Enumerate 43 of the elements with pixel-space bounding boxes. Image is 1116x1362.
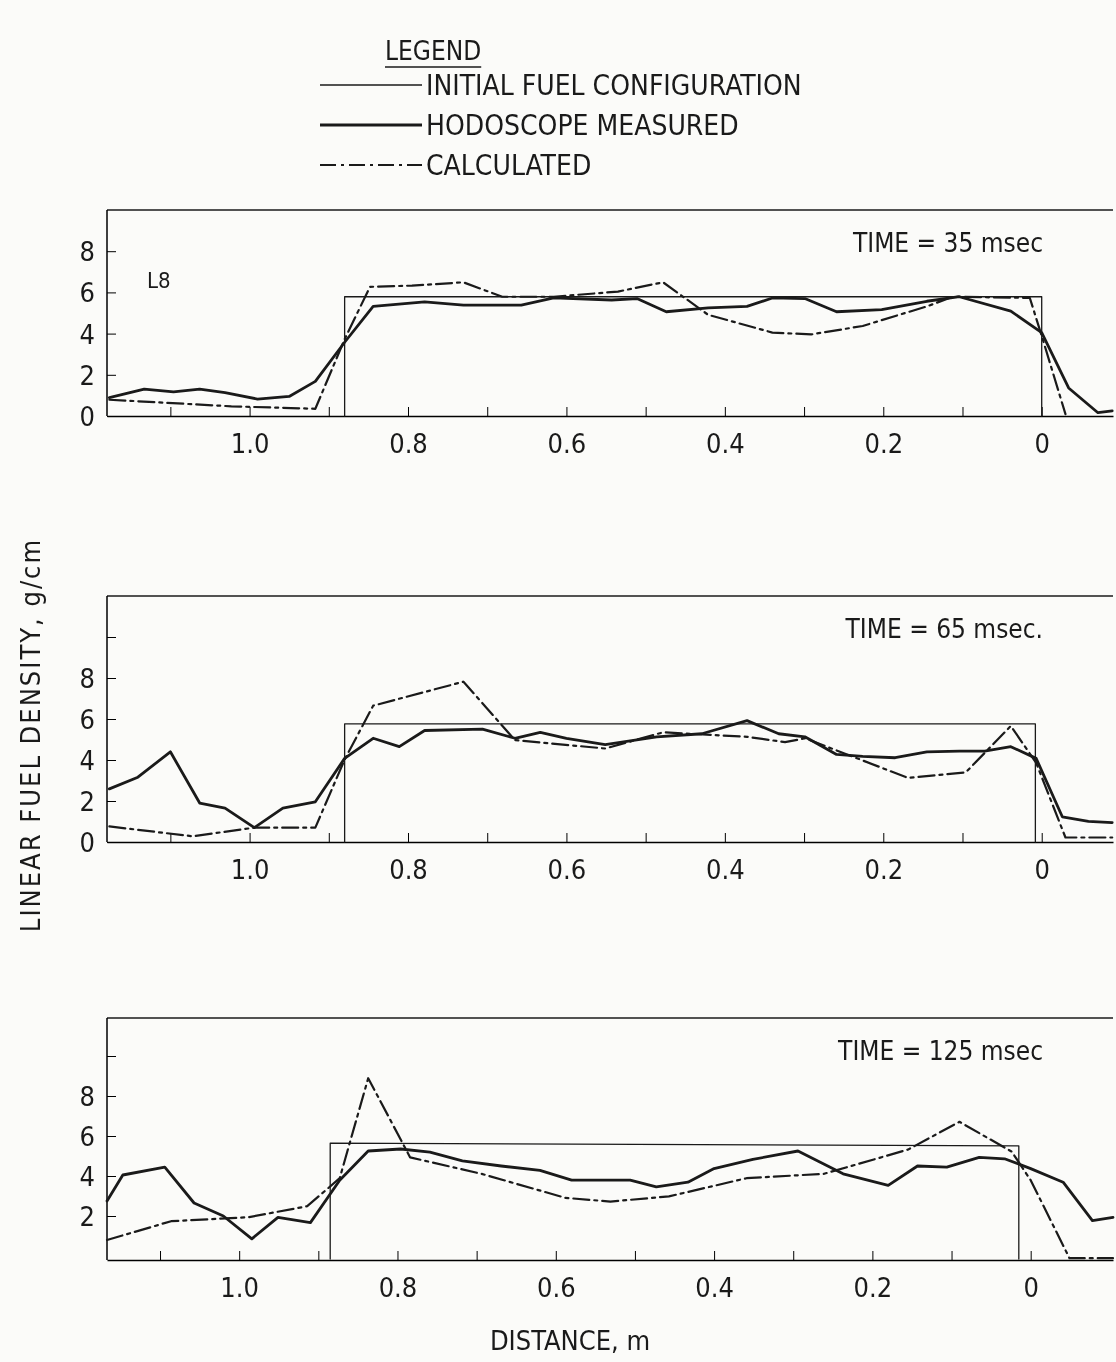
x-tick-label: 0 [1034,428,1050,460]
x-tick-label: 0.6 [547,854,587,886]
x-tick-label: 1.0 [230,428,270,460]
y-tick-label: 2 [79,359,95,391]
y-tick-label: 4 [79,1160,95,1192]
x-tick-label: 0.2 [853,1272,893,1304]
x-tick-label: 0.4 [706,428,745,460]
annotation: TIME = 35 msec [851,228,1043,258]
line-series [108,680,1114,839]
legend-label: INITIAL FUEL CONFIGURATION [426,69,802,102]
y-tick-label: 8 [79,662,95,694]
y-tick-label: 4 [79,744,95,776]
x-tick-label: 0.8 [389,428,428,460]
x-tick-label: 0.8 [378,1272,418,1304]
legend-title: LEGEND [385,36,482,66]
y-tick-label: 8 [79,236,95,268]
legend-label: CALCULATED [426,149,592,182]
x-tick-label: 0.6 [536,1272,576,1304]
x-tick-label: 0.6 [547,428,587,460]
annotation: TIME = 125 msec [837,1036,1043,1066]
y-tick-label: 0 [79,826,95,858]
x-tick-label: 0.8 [389,854,428,886]
annotation: TIME = 65 msec. [844,614,1043,644]
legend-label: HODOSCOPE MEASURED [426,109,739,142]
y-tick-label: 6 [79,277,95,309]
y-tick-label: 8 [79,1080,95,1112]
y-tick-label: 6 [79,703,95,735]
y-tick-label: 4 [79,318,95,350]
x-tick-label: 0.2 [864,854,904,886]
y-tick-label: 2 [79,1200,95,1232]
x-tick-label: 0 [1034,854,1050,886]
x-tick-label: 0.2 [864,428,904,460]
annotation: L8 [147,268,171,293]
y-tick-label: 6 [79,1120,95,1152]
x-tick-label: 1.0 [220,1272,259,1304]
x-axis-title: DISTANCE, m [489,1325,651,1356]
x-tick-label: 0.4 [706,854,745,886]
y-tick-label: 0 [79,400,95,432]
x-tick-label: 0.4 [695,1272,734,1304]
x-tick-label: 0 [1023,1272,1039,1304]
y-axis-title: LINEAR FUEL DENSITY, g/cm [15,537,46,933]
y-tick-label: 2 [79,785,95,817]
x-tick-label: 1.0 [230,854,270,886]
